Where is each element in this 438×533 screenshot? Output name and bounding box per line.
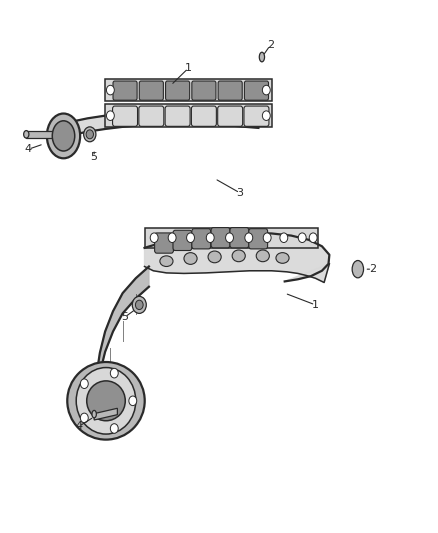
- Bar: [105, 104, 272, 127]
- Polygon shape: [145, 233, 329, 282]
- Ellipse shape: [87, 381, 125, 421]
- Ellipse shape: [47, 114, 80, 158]
- FancyBboxPatch shape: [139, 81, 163, 100]
- Ellipse shape: [92, 410, 96, 418]
- Circle shape: [110, 368, 118, 378]
- Circle shape: [226, 233, 233, 243]
- Polygon shape: [96, 266, 149, 396]
- Text: 4: 4: [75, 422, 82, 431]
- Circle shape: [135, 300, 143, 310]
- Ellipse shape: [259, 52, 265, 62]
- FancyBboxPatch shape: [211, 228, 230, 248]
- Circle shape: [187, 233, 194, 243]
- Circle shape: [132, 296, 146, 313]
- FancyBboxPatch shape: [192, 229, 211, 249]
- Text: 4: 4: [25, 144, 32, 154]
- Circle shape: [168, 233, 176, 243]
- Ellipse shape: [24, 131, 29, 138]
- Circle shape: [309, 233, 317, 243]
- Circle shape: [298, 233, 306, 243]
- Text: 5: 5: [91, 152, 98, 161]
- Circle shape: [262, 85, 270, 95]
- FancyBboxPatch shape: [155, 233, 173, 253]
- Circle shape: [129, 396, 137, 406]
- Text: 2: 2: [369, 264, 376, 274]
- Text: 5: 5: [121, 312, 128, 322]
- Circle shape: [106, 85, 114, 95]
- FancyBboxPatch shape: [244, 81, 268, 100]
- Ellipse shape: [208, 251, 221, 263]
- FancyBboxPatch shape: [230, 228, 249, 248]
- Polygon shape: [94, 408, 117, 420]
- Circle shape: [80, 413, 88, 423]
- Circle shape: [245, 233, 253, 243]
- FancyBboxPatch shape: [113, 81, 137, 100]
- Circle shape: [206, 233, 214, 243]
- Text: 3: 3: [237, 188, 244, 198]
- Circle shape: [86, 130, 93, 139]
- FancyBboxPatch shape: [218, 81, 242, 100]
- Circle shape: [263, 233, 271, 243]
- FancyBboxPatch shape: [166, 81, 190, 100]
- Circle shape: [280, 233, 288, 243]
- Polygon shape: [59, 110, 258, 139]
- FancyBboxPatch shape: [192, 81, 216, 100]
- FancyBboxPatch shape: [173, 230, 192, 251]
- FancyBboxPatch shape: [249, 229, 268, 249]
- Ellipse shape: [232, 250, 245, 262]
- Circle shape: [106, 111, 114, 120]
- Bar: [105, 79, 272, 101]
- Ellipse shape: [160, 256, 173, 266]
- Circle shape: [84, 127, 96, 142]
- Ellipse shape: [52, 121, 75, 151]
- Text: 1: 1: [185, 63, 192, 73]
- Text: 1: 1: [312, 300, 319, 310]
- Ellipse shape: [67, 362, 145, 440]
- Bar: [145, 228, 318, 248]
- Ellipse shape: [256, 250, 269, 262]
- Circle shape: [150, 233, 158, 243]
- Circle shape: [110, 424, 118, 433]
- Circle shape: [80, 379, 88, 389]
- Circle shape: [262, 111, 270, 120]
- Polygon shape: [26, 131, 72, 138]
- Ellipse shape: [76, 368, 136, 434]
- Ellipse shape: [184, 253, 197, 264]
- Ellipse shape: [352, 261, 364, 278]
- Ellipse shape: [276, 253, 289, 263]
- Text: 2: 2: [267, 41, 274, 50]
